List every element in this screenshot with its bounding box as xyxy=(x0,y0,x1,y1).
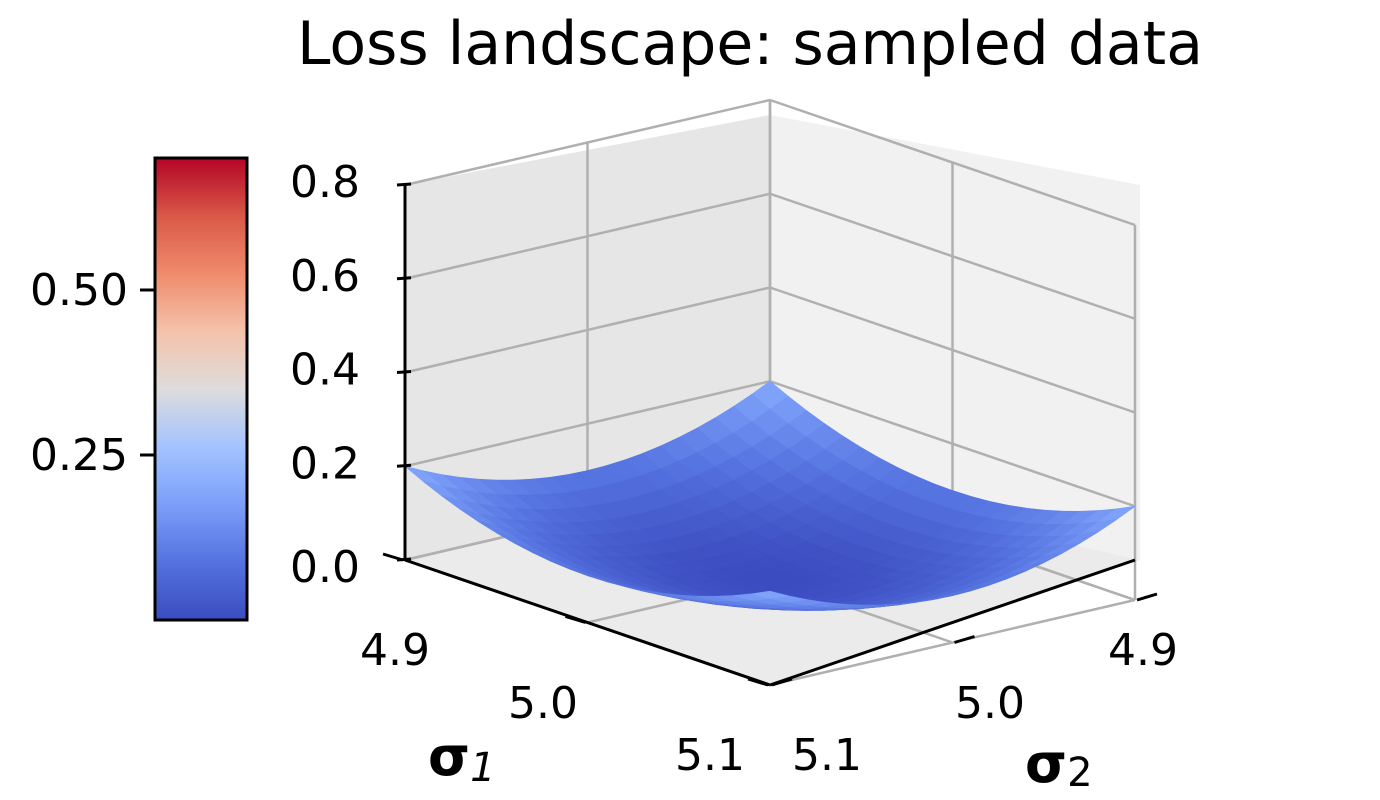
colorbar: 0.25 0.50 xyxy=(30,156,249,622)
y-tick-label-1: 5.0 xyxy=(955,678,1025,729)
x-tick-label-0: 4.9 xyxy=(360,625,430,676)
x-tick-label-1: 5.0 xyxy=(508,678,578,729)
x-tick-0 xyxy=(382,552,404,562)
x-tick-2 xyxy=(747,677,769,687)
y-tick-2 xyxy=(771,677,793,687)
z-tick-label-4: 0.8 xyxy=(290,157,360,208)
y-axis-label: σ2 xyxy=(1025,732,1093,796)
z-axis: 0.0 0.2 0.4 0.6 0.8 xyxy=(290,157,412,593)
y-axis-label-subscript: 2 xyxy=(1067,750,1092,796)
colorbar-tick-label-1: 0.50 xyxy=(30,265,128,316)
z-tick-4 xyxy=(396,182,412,187)
z-tick-label-3: 0.6 xyxy=(290,251,360,302)
z-tick-label-1: 0.2 xyxy=(290,438,360,489)
y-tick-1 xyxy=(954,635,975,644)
x-axis-label-subscript: 1 xyxy=(470,745,495,791)
x-axis: 4.9 5.0 5.1 σ1 xyxy=(360,552,771,791)
z-tick-3 xyxy=(396,276,412,281)
loss-surface xyxy=(404,380,1136,611)
x-axis-label-symbol: σ xyxy=(428,725,470,788)
z-tick-label-0: 0.0 xyxy=(290,542,360,593)
colorbar-gradient xyxy=(153,156,249,622)
surface-patch-0-19 xyxy=(751,590,789,599)
y-tick-label-0: 4.9 xyxy=(1108,625,1178,676)
x-tick-label-2: 5.1 xyxy=(675,730,745,781)
x-axis-label: σ1 xyxy=(428,725,496,791)
x-tick-1 xyxy=(565,615,586,624)
y-tick-label-2: 5.1 xyxy=(792,730,862,781)
chart-title: Loss landscape: sampled data xyxy=(297,9,1203,79)
z-tick-label-2: 0.4 xyxy=(290,345,360,396)
grid-line-floor-v-2 xyxy=(769,598,1136,687)
z-tick-2 xyxy=(396,370,412,374)
colorbar-tick-label-0: 0.25 xyxy=(30,430,128,481)
y-axis: 4.9 5.0 5.1 σ2 xyxy=(769,558,1178,796)
z-tick-1 xyxy=(396,463,412,468)
y-tick-0 xyxy=(1136,592,1158,602)
y-axis-line xyxy=(769,558,1136,687)
y-axis-label-symbol: σ xyxy=(1025,732,1067,795)
x-axis-line xyxy=(404,558,771,687)
